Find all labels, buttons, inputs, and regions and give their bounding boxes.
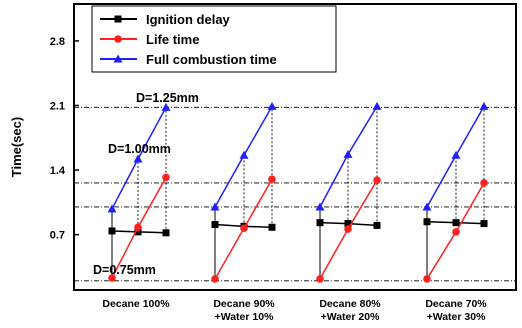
y-tick-label: 2.1 [50, 100, 65, 112]
data-point [267, 101, 277, 110]
data-point [211, 220, 219, 228]
data-point [372, 101, 382, 110]
data-point [239, 150, 249, 159]
data-point [423, 218, 431, 226]
legend-marker [114, 15, 122, 23]
annotation-d125: D=1.25mm [136, 91, 199, 105]
legend-label: Full combustion time [146, 52, 277, 67]
data-point [373, 176, 381, 185]
data-point [452, 228, 460, 236]
data-point [343, 149, 353, 158]
data-point [162, 173, 170, 182]
data-point [108, 274, 116, 282]
data-point [134, 228, 142, 236]
data-point [134, 223, 142, 232]
x-category-label: Decane 70% [425, 298, 487, 310]
legend-label: Ignition delay [146, 12, 231, 27]
data-point [315, 202, 325, 211]
data-point [423, 275, 431, 283]
data-point [479, 101, 489, 110]
data-point [451, 150, 461, 159]
data-point [107, 204, 117, 213]
annotation-d075: D=0.75mm [93, 263, 156, 277]
data-point [480, 220, 488, 228]
x-category-label: +Water 10% [215, 311, 275, 323]
data-point [316, 275, 324, 283]
y-axis-label: Time(sec) [9, 117, 24, 177]
data-point [422, 202, 432, 211]
legend: Ignition delay Life time Full combustion t… [91, 5, 337, 73]
data-point [452, 219, 460, 227]
legend-marker [113, 54, 123, 63]
data-point [210, 202, 220, 211]
data-point [108, 227, 116, 235]
plot-frame [73, 3, 517, 291]
data-point [344, 225, 352, 233]
data-point [240, 224, 248, 232]
data-point [268, 175, 276, 184]
x-category-label: Decane 80% [319, 298, 381, 310]
x-category-label: +Water 20% [321, 311, 381, 323]
x-category-label: +Water 30% [427, 311, 487, 323]
data-point [162, 229, 170, 237]
y-tick-label: 0.7 [50, 230, 65, 242]
data-point [344, 220, 352, 228]
annotation-d100: D=1.00mm [108, 142, 171, 156]
data-point [480, 179, 488, 187]
data-point [133, 154, 143, 163]
data-point [161, 102, 171, 111]
legend-label: Life time [146, 32, 199, 47]
data-point [316, 219, 324, 227]
x-category-label: Decane 100% [102, 298, 170, 310]
data-point [268, 223, 276, 231]
legend-marker [114, 35, 122, 43]
y-tick-label: 1.4 [50, 165, 66, 177]
data-point [211, 275, 219, 283]
data-point [373, 221, 381, 229]
x-category-label: Decane 90% [213, 298, 275, 310]
y-tick-label: 2.8 [50, 36, 65, 48]
